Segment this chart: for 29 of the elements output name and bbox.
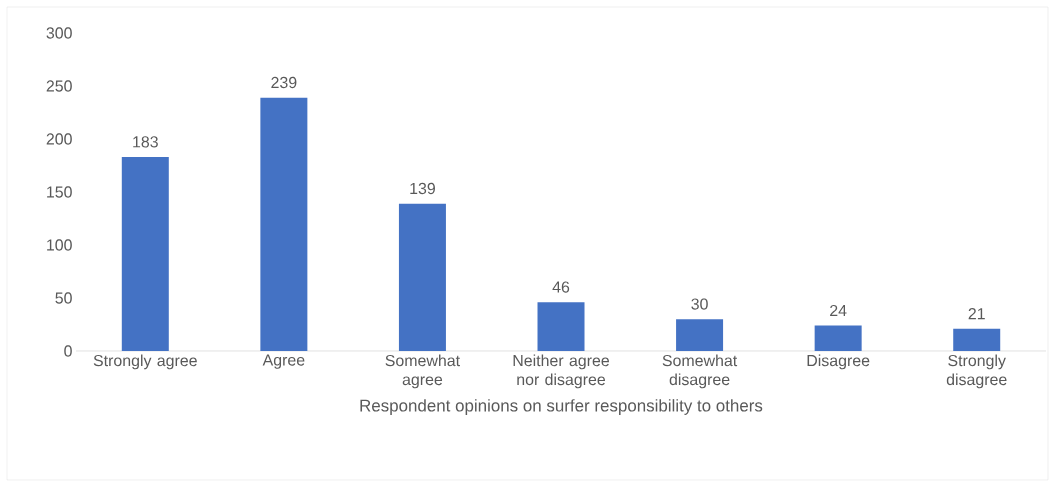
data-label: 183	[133, 136, 158, 148]
y-tick-label: 0	[64, 345, 72, 357]
bar	[953, 328, 1001, 351]
bar	[121, 157, 169, 351]
x-tick-label: Strongly disagree	[946, 354, 1007, 389]
bar	[260, 97, 308, 351]
y-tick-label: 200	[46, 133, 72, 145]
bar	[398, 203, 446, 351]
x-tick-label: Strongly agree	[93, 354, 197, 370]
y-tick-label: 250	[46, 80, 72, 92]
data-label: 46	[552, 281, 570, 293]
x-tick-label: Disagree	[807, 354, 870, 370]
data-label: 239	[271, 76, 297, 89]
y-tick-label: 100	[47, 239, 72, 251]
bar	[676, 319, 724, 351]
y-tick-label: 300	[46, 27, 72, 39]
data-label: 139	[410, 182, 435, 195]
x-tick-label: Somewhat disagree	[662, 354, 738, 389]
bar	[537, 302, 585, 351]
x-tick-label: Neither agree nor disagree	[513, 354, 610, 389]
y-tick-label: 50	[55, 292, 72, 304]
data-label: 21	[968, 308, 985, 320]
x-tick-label: Agree	[262, 354, 305, 369]
data-label: 24	[830, 304, 847, 317]
x-axis-title: Respondent opinions on surfer responsibility to others	[360, 399, 763, 415]
x-tick-label: Somewhat agree	[385, 354, 460, 389]
y-tick-label: 150	[47, 186, 72, 198]
bar	[814, 325, 862, 351]
data-label: 30	[691, 298, 708, 310]
